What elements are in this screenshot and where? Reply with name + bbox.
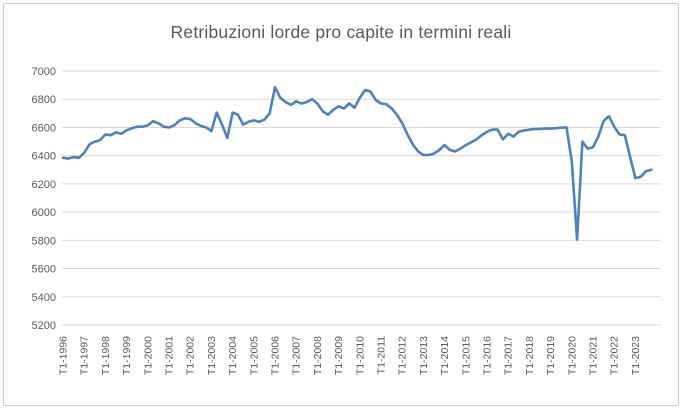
x-axis-tick-label: T1-2017 — [503, 336, 515, 375]
y-axis-tick-label: 6800 — [32, 94, 56, 106]
x-axis-tick-label: T1-2005 — [248, 336, 260, 375]
y-axis-tick-label: 6000 — [32, 207, 56, 219]
wages-line-series — [61, 85, 653, 241]
y-axis-tick-label: 5200 — [32, 320, 56, 332]
y-axis-tick-label: 6400 — [32, 151, 56, 163]
x-axis-tick-label: T1-2011 — [376, 336, 388, 374]
x-axis-tick-label: T1-2021 — [588, 336, 600, 375]
x-axis-tick-label: T1-1996 — [58, 336, 70, 375]
x-axis-tick-label: T1-2014 — [439, 336, 451, 375]
x-axis-tick-label: T1-1998 — [100, 336, 112, 375]
y-axis-tick-label: 7000 — [32, 66, 56, 78]
y-axis-tick-label: 6600 — [32, 122, 56, 134]
y-axis-tick-label: 5400 — [32, 292, 56, 304]
y-axis-tick-label: 5800 — [32, 235, 56, 247]
x-axis-tick-label: T1-2020 — [566, 336, 578, 375]
x-axis-tick-label: T1-2012 — [397, 336, 409, 375]
x-axis-tick-label: T1-2000 — [142, 336, 154, 375]
x-axis-tick-label: T1-2022 — [609, 336, 621, 375]
x-axis-tick-label: T1-1997 — [79, 336, 91, 375]
x-axis-tick-label: T1-2010 — [354, 336, 366, 375]
y-axis-tick-label: 6200 — [32, 179, 56, 191]
chart-title: Retribuzioni lorde pro capite in termini… — [170, 22, 512, 42]
x-axis-tick-label: T1-2009 — [333, 336, 345, 375]
x-axis-tick-label: T1-2015 — [460, 336, 472, 375]
x-axis-tick-label: T1-2001 — [164, 336, 176, 375]
x-axis-tick-label: T1-2004 — [227, 336, 239, 375]
x-axis-tick-label: T1-2002 — [185, 336, 197, 375]
x-axis-tick-label: T1-2018 — [524, 336, 536, 375]
x-axis-tick-label: T1-1999 — [121, 336, 133, 375]
y-axis-tick-label: 5600 — [32, 264, 56, 276]
x-axis-tick-label: T1-2006 — [270, 336, 282, 375]
x-axis-tick-label: T1-2007 — [291, 336, 303, 375]
x-axis-tick-label: T1-2016 — [482, 336, 494, 375]
x-axis-tick-label: T1-2023 — [630, 336, 642, 375]
x-axis-tick-label: T1-2003 — [206, 336, 218, 375]
x-axis-tick-label: T1-2008 — [312, 336, 324, 375]
x-axis-tick-label: T1-2019 — [545, 336, 557, 375]
x-axis-tick-label: T1-2013 — [418, 336, 430, 375]
